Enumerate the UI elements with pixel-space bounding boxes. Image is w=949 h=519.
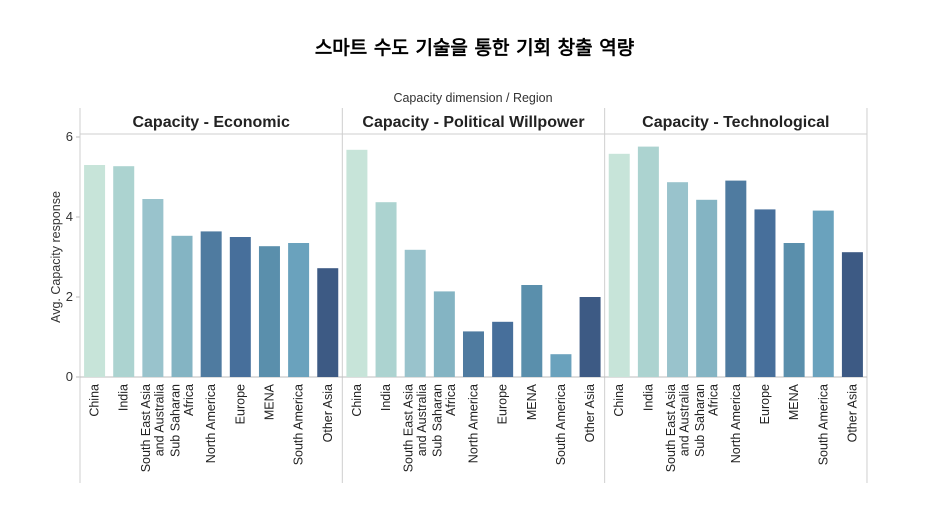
x-category-label: North America [204, 384, 218, 463]
bar [317, 268, 339, 377]
facet-super-title: Capacity dimension / Region [393, 91, 552, 105]
x-category-label: Other Asia [583, 384, 597, 442]
bar [725, 180, 747, 377]
x-category-label: Europe [758, 384, 772, 424]
y-tick-label: 0 [66, 369, 73, 384]
bar [667, 182, 689, 377]
x-category-label: and Australia [153, 384, 167, 456]
bar [200, 231, 222, 377]
x-category-label: South East Asia [401, 384, 415, 472]
y-tick-label: 6 [66, 129, 73, 144]
x-category-label: South America [816, 384, 830, 465]
bar [550, 354, 572, 377]
bar [142, 199, 164, 377]
x-category-label: and Australia [415, 384, 429, 456]
x-category-label: Sub Saharan [168, 384, 182, 457]
x-category-label: Sub Saharan [431, 384, 445, 457]
x-category-label: Sub Saharan [693, 384, 707, 457]
x-category-label: China [88, 384, 102, 417]
x-category-label: MENA [262, 383, 276, 420]
x-category-label: Africa [444, 384, 458, 416]
x-category-label: India [117, 384, 131, 411]
panel-title: Capacity - Political Willpower [362, 114, 584, 131]
bar [841, 252, 863, 377]
x-category-label: Other Asia [845, 384, 859, 442]
bar [754, 209, 776, 377]
x-category-label: India [641, 384, 655, 411]
bar [462, 331, 484, 377]
x-category-label: South East Asia [139, 384, 153, 472]
x-category-label: South East Asia [664, 384, 678, 472]
bar [346, 149, 368, 377]
bar [492, 321, 514, 377]
chart-title: 스마트 수도 기술을 통한 기회 창출 역량 [314, 37, 635, 59]
x-category-label: China [350, 384, 364, 417]
bar [812, 210, 834, 377]
bar [258, 246, 280, 377]
bar [579, 297, 601, 377]
bar [375, 202, 397, 377]
bar [171, 235, 193, 377]
bar [288, 243, 310, 377]
bar [696, 199, 718, 377]
bar [608, 153, 630, 377]
bar [433, 291, 455, 377]
y-tick-label: 4 [66, 209, 73, 224]
x-category-label: China [612, 384, 626, 417]
x-category-label: and Australia [677, 384, 691, 456]
x-category-label: Other Asia [321, 384, 335, 442]
y-tick-label: 2 [66, 289, 73, 304]
x-category-label: Africa [182, 384, 196, 416]
x-category-label: Europe [496, 384, 510, 424]
x-category-label: MENA [787, 383, 801, 420]
x-category-label: North America [466, 384, 480, 463]
bar [783, 243, 805, 377]
bar [84, 165, 106, 377]
panel-title: Capacity - Technological [642, 114, 829, 131]
bar [229, 237, 251, 377]
x-category-label: MENA [525, 383, 539, 420]
x-category-label: South America [292, 384, 306, 465]
bar [521, 285, 543, 377]
bar [113, 166, 135, 377]
x-category-label: Africa [706, 384, 720, 416]
bar [637, 146, 659, 377]
y-axis-title: Avg. Capacity response [49, 191, 63, 323]
bar [404, 249, 426, 377]
x-category-label: South America [554, 384, 568, 465]
x-category-label: Europe [233, 384, 247, 424]
panel-title: Capacity - Economic [132, 114, 289, 131]
x-category-label: North America [729, 384, 743, 463]
x-category-label: India [379, 384, 393, 411]
